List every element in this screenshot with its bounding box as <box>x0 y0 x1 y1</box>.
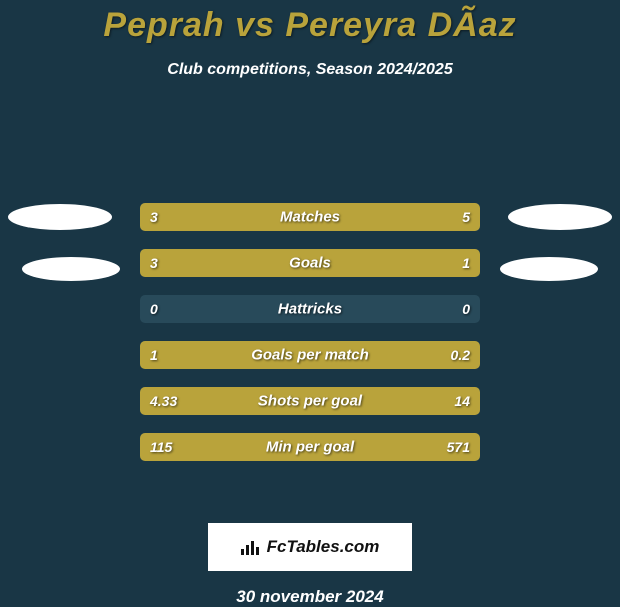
stat-bar-left <box>140 249 395 277</box>
watermark: FcTables.com <box>208 523 412 571</box>
comparison-title: Peprah vs Pereyra DÃ­az <box>0 0 620 45</box>
stat-bar-right <box>395 249 480 277</box>
stat-row: Goals per match10.2 <box>140 341 480 369</box>
stat-bar-left <box>140 203 268 231</box>
stat-bars: Matches35 Goals31 Hattricks0 0 Goals per mat… <box>140 203 480 479</box>
stat-row: Matches35 <box>140 203 480 231</box>
stat-row: Goals31 <box>140 249 480 277</box>
stat-row: Hattricks0 0 <box>140 295 480 323</box>
watermark-text: FcTables.com <box>267 537 380 557</box>
stat-bar-left <box>140 341 422 369</box>
stat-bar-right <box>220 387 480 415</box>
stat-row: Min per goal115571 <box>140 433 480 461</box>
comparison-subtitle: Club competitions, Season 2024/2025 <box>0 61 620 79</box>
comparison-date: 30 november 2024 <box>0 587 620 607</box>
stat-row: Shots per goal4.3314 <box>140 387 480 415</box>
stat-value-left: 0 <box>150 301 158 317</box>
stat-label: Hattricks <box>140 301 480 318</box>
stat-bar-right <box>422 341 480 369</box>
player-photo-placeholder <box>8 204 112 230</box>
stat-bar-right <box>197 433 480 461</box>
chart-icon <box>241 539 261 555</box>
stat-bar-left <box>140 433 197 461</box>
stat-value-right: 0 <box>462 301 470 317</box>
player-photo-placeholder <box>508 204 612 230</box>
player-photo-placeholder <box>22 257 120 281</box>
stat-bar-right <box>268 203 481 231</box>
player-photo-placeholder <box>500 257 598 281</box>
stat-bar-left <box>140 387 220 415</box>
